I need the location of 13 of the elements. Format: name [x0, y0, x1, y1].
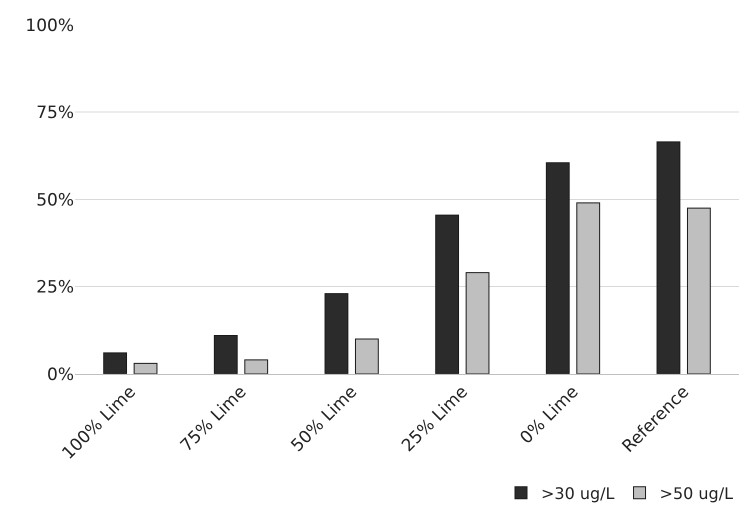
bar [103, 352, 128, 374]
y-tick-label: 0% [47, 364, 74, 385]
y-tick-label: 75% [36, 103, 74, 124]
y-tick-label: 100% [25, 16, 74, 36]
legend-label: >30 ug/L [541, 484, 615, 503]
bar [435, 214, 460, 374]
bar [656, 141, 680, 374]
legend-label: >50 ug/L [660, 484, 734, 503]
bar [214, 334, 238, 374]
y-tick-label: 25% [36, 278, 74, 298]
y-tick-label: 50% [36, 190, 74, 210]
bar [546, 162, 570, 374]
bar [324, 293, 348, 374]
